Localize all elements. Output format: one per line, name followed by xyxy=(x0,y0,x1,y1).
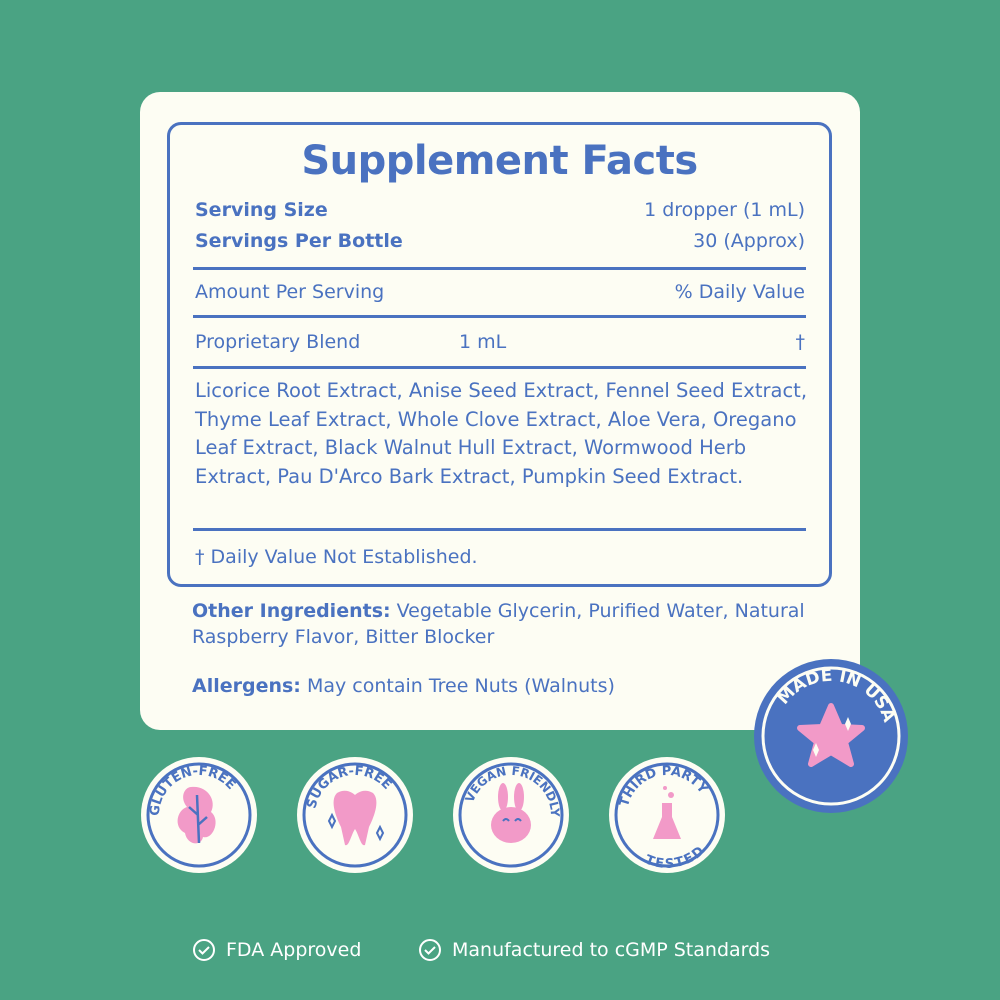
cgmp-standards: Manufactured to cGMP Standards xyxy=(418,938,770,962)
other-ingredients: Other Ingredients: Vegetable Glycerin, P… xyxy=(192,598,832,650)
blend-dv: † xyxy=(795,331,806,353)
allergens-label: Allergens: xyxy=(192,675,301,697)
check-circle-icon xyxy=(193,939,215,961)
footer-label: FDA Approved xyxy=(226,939,362,961)
amount-row: Amount Per Serving % Daily Value xyxy=(195,281,805,303)
allergens-text: May contain Tree Nuts (Walnuts) xyxy=(306,675,615,697)
gluten-free-badge: GLUTEN-FREE xyxy=(136,750,257,873)
flask-icon xyxy=(653,803,681,839)
allergens: Allergens: May contain Tree Nuts (Walnut… xyxy=(192,675,615,697)
servings-label: Servings Per Bottle xyxy=(195,230,403,252)
divider xyxy=(193,528,806,531)
servings-row: Servings Per Bottle 30 (Approx) xyxy=(195,230,805,252)
vegan-friendly-badge: VEGAN FRIENDLY xyxy=(453,756,570,873)
serving-size-label: Serving Size xyxy=(195,199,328,221)
amount-label: Amount Per Serving xyxy=(195,281,385,303)
other-ingredients-text: Vegetable Glycerin, Purified Water, Natu… xyxy=(192,600,805,648)
page-title: Supplement Facts xyxy=(301,138,698,184)
other-ingredients-label: Other Ingredients: xyxy=(192,600,391,622)
made-in-usa-badge: MADE IN USA xyxy=(754,656,908,813)
bunny-icon xyxy=(491,783,531,843)
servings-value: 30 (Approx) xyxy=(693,230,805,252)
ingredients-list: Licorice Root Extract, Anise Seed Extrac… xyxy=(195,379,808,488)
divider xyxy=(193,315,806,318)
supplement-facts-panel xyxy=(167,122,832,587)
blend-row: Proprietary Blend 1 mL † xyxy=(195,331,805,353)
serving-size-value: 1 dropper (1 mL) xyxy=(644,199,805,221)
serving-size-row: Serving Size 1 dropper (1 mL) xyxy=(195,199,805,221)
tooth-icon xyxy=(333,790,377,846)
blend-amount: 1 mL xyxy=(459,331,507,353)
divider xyxy=(193,267,806,270)
footnote: † Daily Value Not Established. xyxy=(195,546,478,568)
sugar-free-badge: SUGAR-FREE xyxy=(297,754,413,873)
dv-label: % Daily Value xyxy=(674,281,805,303)
check-circle-icon xyxy=(419,939,441,961)
fda-approved: FDA Approved xyxy=(192,938,361,962)
footer-label: Manufactured to cGMP Standards xyxy=(452,939,771,961)
divider xyxy=(193,366,806,369)
supplement-card xyxy=(140,92,860,730)
third-party-tested-badge: THIRD PARTY TESTED xyxy=(609,756,725,877)
blend-label: Proprietary Blend xyxy=(195,331,361,353)
